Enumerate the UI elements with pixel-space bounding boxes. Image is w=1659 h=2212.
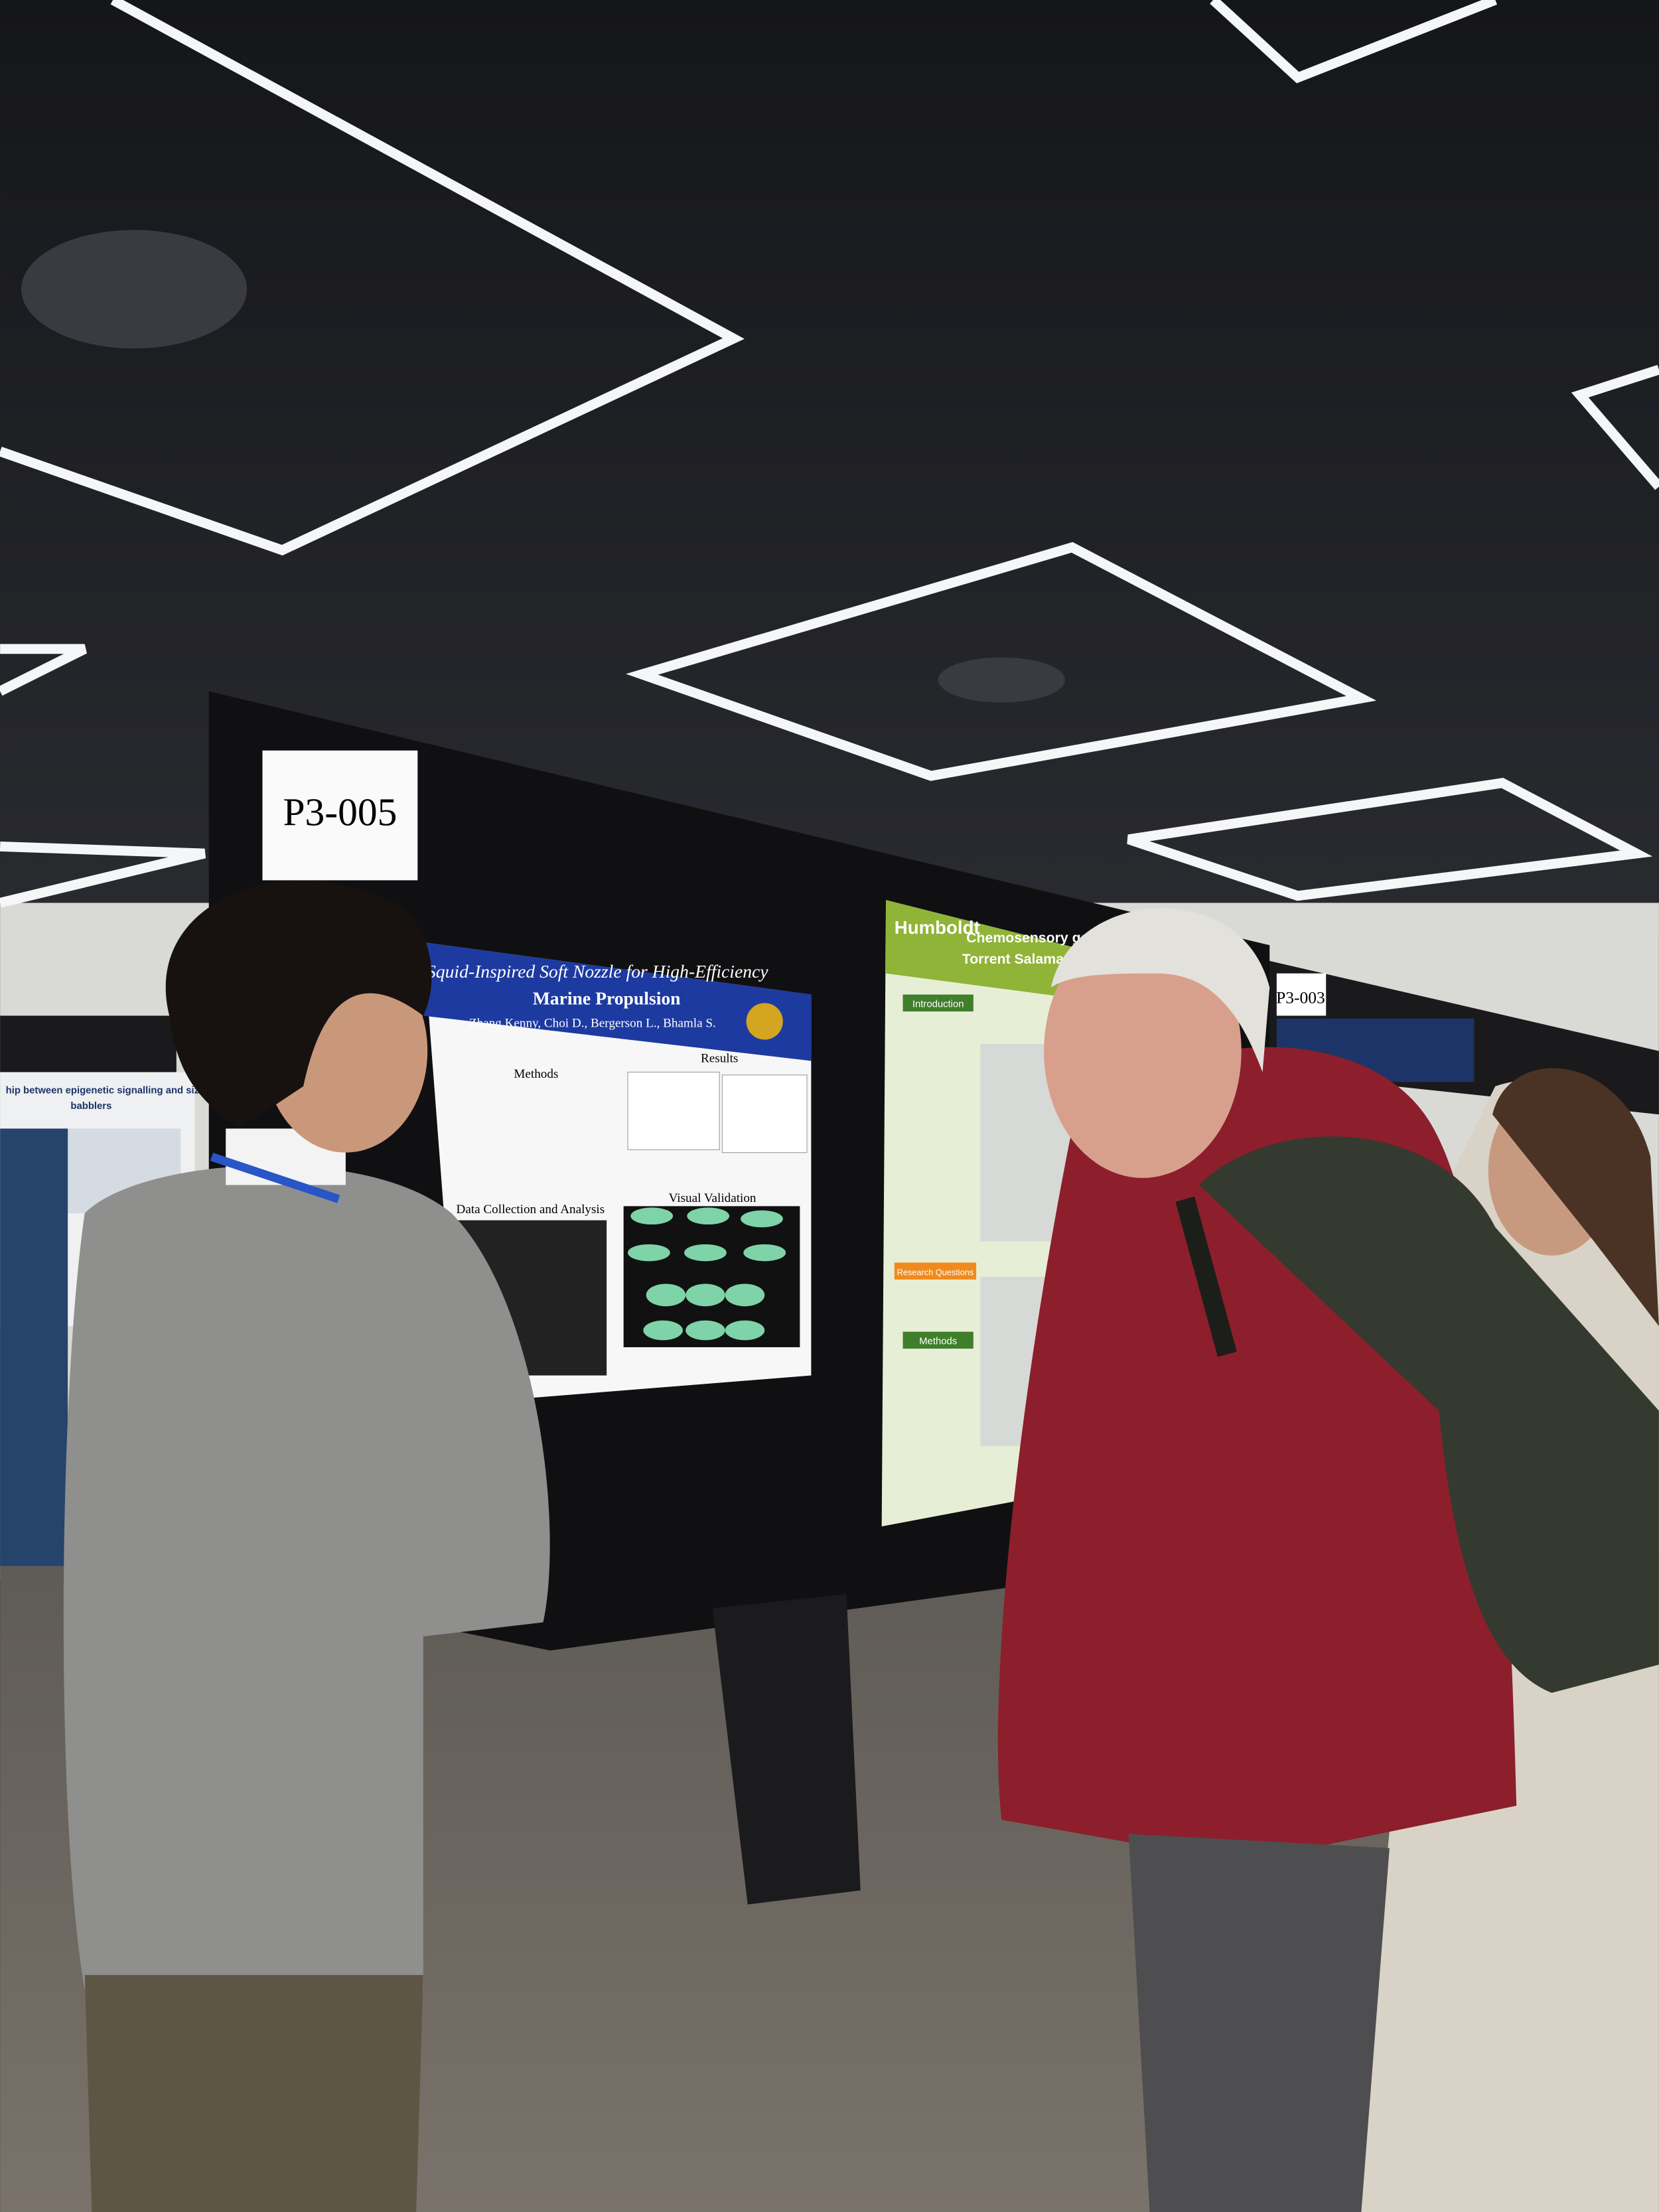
trousers <box>84 1974 423 2212</box>
sign <box>262 750 418 881</box>
poster-title: A Squid-Inspired Soft Nozzle for High-Ef… <box>410 961 769 982</box>
trousers <box>1128 1834 1390 2212</box>
hair <box>1050 908 1270 1072</box>
poster-authors: Zhang Kenny, Choi D., Bergerson L., Bham… <box>469 1016 716 1030</box>
backpack <box>1198 1136 1659 1693</box>
poster-section: Introduction <box>912 999 964 1010</box>
board <box>0 1015 177 1072</box>
poster-section: Research Questions <box>897 1268 974 1278</box>
poster-section-box <box>894 1262 977 1280</box>
poster-chart <box>627 1071 720 1151</box>
poster-institution: Humboldt <box>895 917 980 938</box>
person <box>0 1128 68 1566</box>
sign-label: P3-003 <box>1276 988 1325 1007</box>
poster-chart <box>721 1074 808 1153</box>
ceiling-vent <box>21 230 248 349</box>
person-head <box>1044 924 1242 1178</box>
person <box>712 1593 861 1905</box>
sweater <box>63 1165 550 1990</box>
hair <box>1492 1068 1659 1327</box>
ceiling-lights <box>0 0 1659 908</box>
poster-section: Methods <box>919 1337 957 1347</box>
poster-header <box>423 942 812 1061</box>
backpack-strap <box>1175 1196 1237 1357</box>
poster-section: Methods <box>514 1067 558 1081</box>
lanyard <box>210 1152 340 1203</box>
poster-section: Data Collection and Analysis <box>457 1203 605 1217</box>
poster-figure <box>628 1207 786 1341</box>
logo <box>746 1003 783 1040</box>
poster-section-box <box>902 994 974 1012</box>
poster-title: Marine Propulsion <box>533 988 681 1008</box>
poster-section-box <box>902 1331 974 1349</box>
ceiling-vent <box>938 657 1065 703</box>
sign <box>1276 973 1327 1016</box>
poster-title: babblers <box>70 1101 111 1112</box>
hair <box>165 881 432 1129</box>
poster-section: Results <box>701 1052 738 1066</box>
sign-label: P3-005 <box>283 790 397 834</box>
poster-section: Visual Validation <box>669 1191 757 1205</box>
